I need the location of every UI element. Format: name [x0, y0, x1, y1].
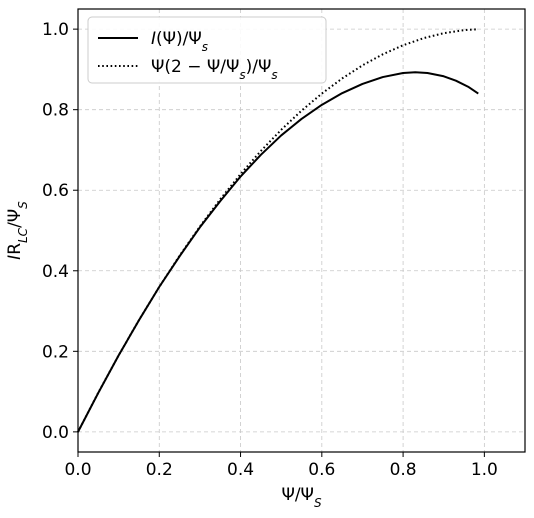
- legend: I(Ψ)/Ψs Ψ(2 − Ψ/Ψs)/Ψs: [87, 16, 327, 84]
- y-tick-label: 0.8: [42, 101, 69, 121]
- x-tick-label: 0.4: [227, 460, 254, 480]
- x-tick-label: 0.2: [146, 460, 173, 480]
- y-tick-label: 0.0: [42, 423, 69, 443]
- x-tick-label: 0.6: [308, 460, 335, 480]
- y-tick-label: 0.4: [42, 262, 69, 282]
- x-tick-label: 0.0: [64, 460, 91, 480]
- series-line-dotted: [77, 28, 477, 433]
- legend-box: [87, 16, 327, 84]
- series-line-solid: [77, 71, 479, 433]
- legend-label: Ψ(2 − Ψ/Ψs)/Ψs: [151, 57, 278, 82]
- x-tick-label: 0.8: [390, 460, 417, 480]
- series-layer: [77, 28, 479, 433]
- plot-frame: [77, 8, 526, 453]
- x-tick-label: 1.0: [471, 460, 498, 480]
- y-tick-label: 0.2: [42, 342, 69, 362]
- legend-label: I(Ψ)/Ψs: [151, 29, 208, 54]
- y-axis-label: IRLC/ΨS: [5, 201, 30, 260]
- y-tick-label: 1.0: [42, 20, 69, 40]
- x-axis-label: Ψ/ΨS: [281, 485, 322, 510]
- y-tick-label: 0.6: [42, 181, 69, 201]
- ticks: 0.0 0.2 0.4 0.6 0.8 1.0 0.0 0.2 0.4 0.6 0.8 1.0: [42, 20, 498, 480]
